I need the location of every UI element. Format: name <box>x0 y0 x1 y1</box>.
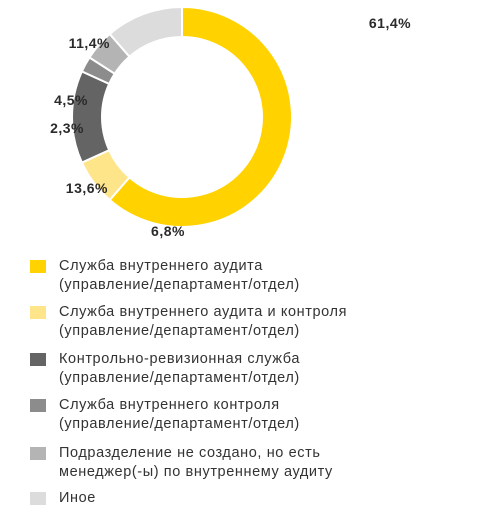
slice-data-label: 4,5% <box>54 92 88 108</box>
legend: Служба внутреннего аудита (управление/деп… <box>30 257 470 508</box>
legend-label: Служба внутреннего аудита и контроля (упр… <box>59 304 348 339</box>
legend-item-internal-audit: Служба внутреннего аудита (управление/деп… <box>30 257 470 295</box>
slice-data-label: 11,4% <box>69 35 110 51</box>
legend-swatch <box>30 306 46 319</box>
legend-swatch <box>30 447 46 460</box>
legend-label: Иное <box>59 490 96 506</box>
legend-item-other: Иное <box>30 489 470 508</box>
legend-label: Контрольно-ревизионная служба (управление… <box>59 351 301 386</box>
donut-slice <box>108 5 293 228</box>
slice-data-label: 2,3% <box>50 120 84 136</box>
legend-swatch <box>30 353 46 366</box>
legend-item-no-unit-managers: Подразделение не создано, но есть менедже… <box>30 444 470 482</box>
slice-data-label: 61,4% <box>369 15 411 31</box>
legend-item-audit-and-control: Служба внутреннего аудита и контроля (упр… <box>30 303 470 341</box>
legend-label: Служба внутреннего аудита (управление/деп… <box>59 258 300 293</box>
legend-swatch <box>30 260 46 273</box>
legend-swatch <box>30 492 46 505</box>
legend-item-revision-service: Контрольно-ревизионная служба (управление… <box>30 350 470 388</box>
legend-swatch <box>30 399 46 412</box>
slice-data-label: 13,6% <box>66 180 108 196</box>
legend-label: Подразделение не создано, но есть менедже… <box>59 445 333 480</box>
donut-slice <box>71 70 111 164</box>
legend-label: Служба внутреннего контроля (управление/д… <box>59 397 300 432</box>
donut-slice <box>108 5 183 59</box>
legend-item-internal-control: Служба внутреннего контроля (управление/д… <box>30 396 470 434</box>
donut-chart: 61,4% 6,8% 13,6% 2,3% 4,5% 11,4% <box>50 5 411 239</box>
slice-data-label: 6,8% <box>151 223 185 239</box>
